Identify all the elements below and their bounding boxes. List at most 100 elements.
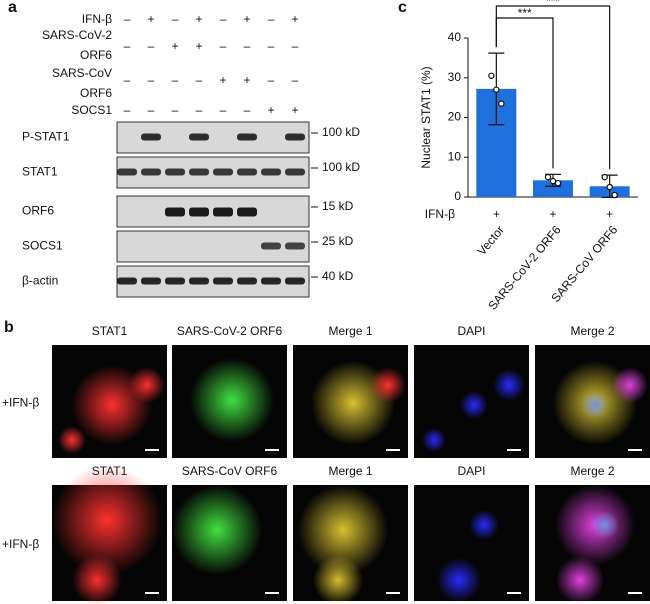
data-point — [498, 100, 505, 107]
band — [285, 168, 305, 176]
cell — [298, 485, 388, 575]
significance-bracket — [495, 5, 611, 170]
band — [213, 207, 233, 217]
size-label: 25 kD — [322, 234, 354, 248]
sign: – — [292, 39, 299, 53]
sign: – — [124, 12, 131, 26]
data-point — [488, 72, 495, 79]
sign: – — [124, 39, 131, 53]
sign: + — [219, 73, 226, 87]
sign: + — [195, 12, 202, 26]
sign: – — [148, 103, 155, 117]
y-tick-label: 30 — [448, 70, 462, 84]
row-sign: + — [493, 207, 500, 221]
cell — [313, 555, 363, 604]
nucleus — [581, 391, 609, 419]
data-point — [601, 173, 608, 181]
sign: + — [195, 39, 202, 53]
band — [237, 168, 257, 176]
panel-label: b — [4, 319, 14, 336]
y-axis-label: Nuclear STAT1 (%) — [419, 66, 433, 168]
size-label: 100 kD — [322, 125, 360, 139]
band — [237, 133, 257, 141]
row-label: IFN-β — [425, 207, 455, 221]
band — [165, 277, 185, 285]
band — [189, 133, 209, 141]
significance-label: *** — [518, 6, 532, 20]
cell — [370, 367, 406, 403]
cell — [612, 367, 648, 403]
band — [261, 277, 281, 285]
sign: – — [268, 39, 275, 53]
row-label: +IFN-β — [2, 396, 39, 410]
sign: + — [243, 73, 250, 87]
bar — [533, 180, 573, 197]
band — [285, 133, 305, 141]
y-tick-label: 0 — [454, 189, 461, 203]
nucleus — [591, 511, 619, 539]
significance-label: *** — [546, 0, 560, 8]
condition-label: SARS-CoV-2 — [42, 28, 112, 42]
band — [141, 168, 161, 176]
sign: – — [292, 73, 299, 87]
row-sign: + — [549, 207, 556, 221]
sign: + — [171, 39, 178, 53]
data-point — [554, 179, 562, 187]
image-header: Merge 2 — [570, 464, 614, 478]
size-label: 15 kD — [322, 199, 354, 213]
data-point — [606, 183, 613, 191]
y-tick-label: 10 — [448, 149, 462, 163]
band — [141, 277, 161, 285]
condition-label: ORF6 — [80, 48, 112, 62]
sign: – — [172, 73, 179, 87]
image-header: Merge 1 — [328, 464, 372, 478]
cell — [129, 367, 165, 403]
band — [189, 168, 209, 176]
sign: – — [220, 103, 227, 117]
image-header: DAPI — [457, 464, 485, 478]
band — [117, 277, 137, 285]
size-label: 40 kD — [322, 269, 354, 283]
band — [165, 207, 185, 217]
sign: + — [147, 12, 154, 26]
band — [237, 207, 257, 217]
sign: – — [244, 103, 251, 117]
sign: – — [124, 73, 131, 87]
cell — [72, 555, 122, 604]
band — [189, 277, 209, 285]
data-point — [493, 86, 500, 93]
blot-label: P-STAT1 — [22, 130, 70, 144]
sign: – — [220, 12, 227, 26]
band — [165, 168, 185, 176]
cell — [422, 428, 446, 452]
condition-label: IFN-β — [82, 12, 112, 26]
y-tick-label: 40 — [448, 30, 462, 44]
x-tick-label: Vector — [474, 223, 507, 258]
cell — [58, 426, 86, 454]
blot-label: SOCS1 — [22, 239, 63, 253]
band — [189, 207, 209, 217]
row-label: +IFN-β — [2, 537, 39, 551]
band — [285, 242, 305, 250]
cell — [460, 391, 488, 419]
cell — [52, 465, 162, 575]
band — [261, 242, 281, 250]
band — [261, 168, 281, 176]
band — [141, 133, 161, 141]
sign: – — [268, 73, 275, 87]
sign: – — [172, 103, 179, 117]
y-tick-label: 20 — [448, 110, 462, 124]
sign: – — [220, 39, 227, 53]
band — [285, 277, 305, 285]
condition-label: SOCS1 — [71, 103, 112, 117]
condition-label: SARS-CoV — [52, 66, 112, 80]
cell — [437, 558, 481, 602]
sign: – — [148, 39, 155, 53]
blot-label: ORF6 — [22, 204, 54, 218]
cell — [469, 510, 499, 540]
size-label: 100 kD — [322, 160, 360, 174]
sign: – — [196, 73, 203, 87]
sign: + — [291, 103, 298, 117]
data-point — [544, 173, 552, 181]
